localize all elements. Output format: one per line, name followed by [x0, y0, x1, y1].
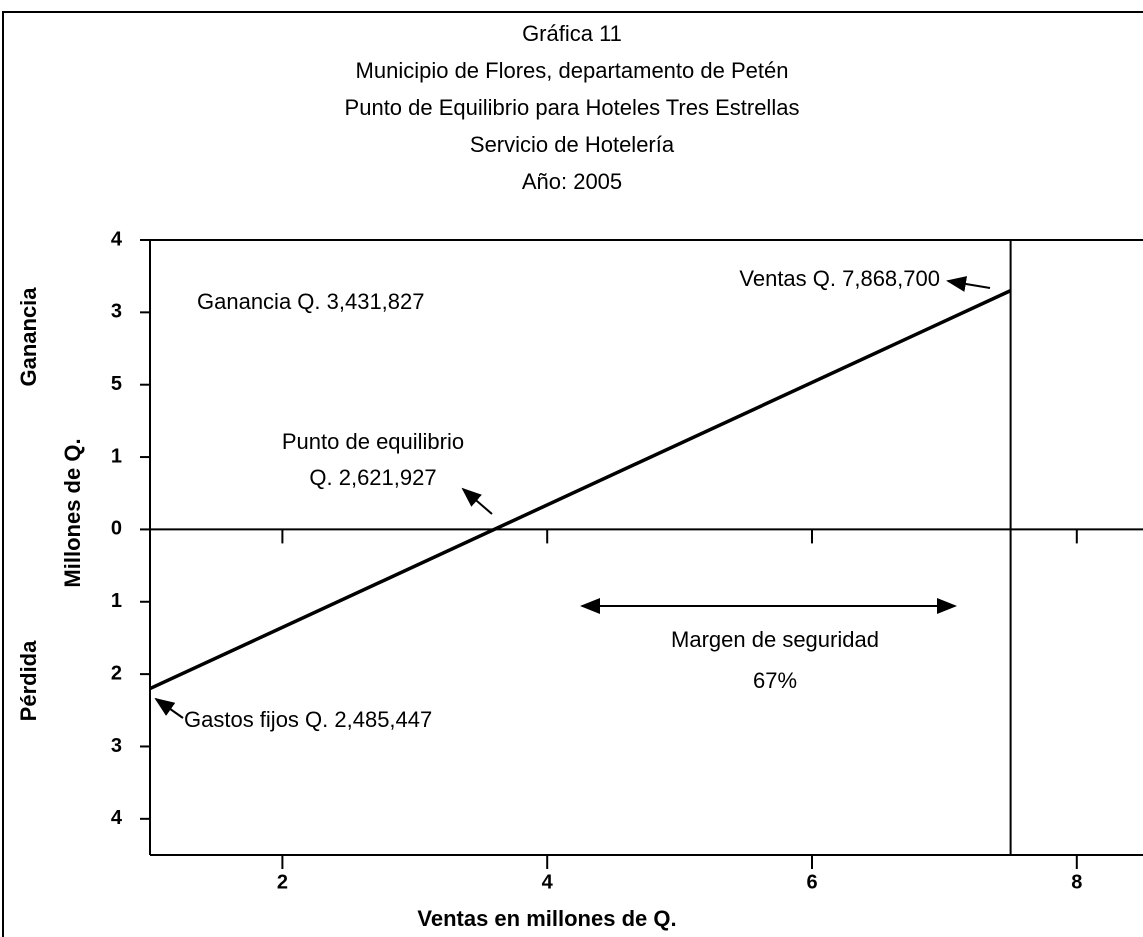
chart-title: Servicio de Hotelería: [470, 132, 675, 157]
chart-title: Gráfica 11: [522, 21, 622, 46]
line: [149, 289, 1012, 691]
x-axis-label: Ventas en millones de Q.: [417, 906, 676, 931]
chart-title: Municipio de Flores, departamento de Pet…: [356, 58, 789, 83]
y-axis-label: Ganancia: [16, 287, 41, 387]
x-tick-label: 4: [542, 871, 554, 893]
frame: [2, 11, 1143, 937]
chart-title: Año: 2005: [522, 169, 622, 194]
annotation: Ganancia Q. 3,431,827: [197, 289, 425, 314]
y-tick-label: 3: [111, 301, 122, 323]
y-tick-label: 3: [111, 735, 122, 757]
annotation: Punto de equilibrio: [282, 429, 464, 454]
annotation: Gastos fijos Q. 2,485,447: [184, 707, 432, 732]
x-tick-label: 8: [1071, 871, 1082, 893]
y-tick-label: 0: [111, 518, 122, 540]
y-tick-label: 4: [111, 228, 123, 250]
y-axis-label: Pérdida: [16, 640, 41, 721]
x-tick-label: 2: [277, 871, 288, 893]
arrow: [946, 276, 991, 292]
y-axis-label: Millones de Q.: [60, 438, 85, 587]
x-tick-label: 6: [806, 871, 817, 893]
y-tick-label: 1: [111, 445, 122, 467]
annotation: Q. 2,621,927: [309, 465, 436, 490]
y-tick-label: 1: [111, 590, 122, 612]
annotation: Ventas Q. 7,868,700: [739, 266, 940, 291]
annotation: Margen de seguridad: [671, 627, 879, 652]
arrow: [154, 697, 184, 719]
arrow: [461, 487, 493, 515]
y-tick-label: 4: [111, 807, 123, 829]
chart-title: Punto de Equilibrio para Hoteles Tres Es…: [345, 95, 800, 120]
y-tick-label: 5: [111, 373, 122, 395]
y-tick-label: 2: [111, 662, 122, 684]
annotation: 67%: [753, 668, 797, 693]
